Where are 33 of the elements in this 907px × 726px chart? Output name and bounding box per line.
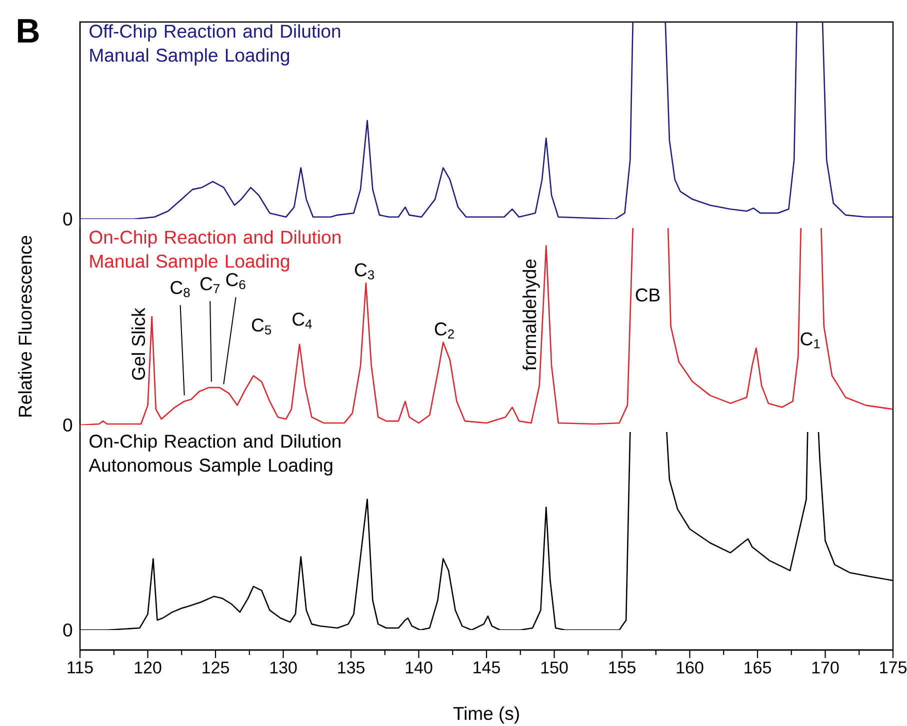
x-axis-title: Time (s) <box>453 706 519 724</box>
text: 0 <box>63 212 72 226</box>
series-label: On-Chip Reaction and Dilution Autonomous Sample Loading <box>88 434 340 476</box>
x-tick-label: 125 <box>202 662 229 674</box>
x-tick-label: 175 <box>880 662 906 674</box>
annotation: C$_{1}$ <box>800 332 820 348</box>
x-tick-label: 165 <box>744 662 771 674</box>
annotation: CB <box>636 288 660 302</box>
text: 0 <box>63 418 72 432</box>
annotation: formaldehyde <box>522 259 540 370</box>
annotation: C$_{6}$ <box>226 273 246 290</box>
x-tick-label: 145 <box>474 662 500 674</box>
y-axis-title: Relative Fluorescence <box>18 236 32 416</box>
x-tick-label: 135 <box>338 662 364 674</box>
x-tick-label: 140 <box>406 662 432 674</box>
text: 0 <box>63 623 72 637</box>
annotation: C$_{5}$ <box>252 318 272 334</box>
x-tick-label: 160 <box>676 662 704 674</box>
x-tick-label: 130 <box>270 662 297 674</box>
annotation: C$_{8}$ <box>170 280 190 298</box>
x-tick-label: 155 <box>609 662 636 674</box>
annotation: C$_{2}$ <box>434 322 454 338</box>
x-tick-label: 170 <box>812 662 839 674</box>
x-tick-label: 115 <box>68 662 93 674</box>
text: Off-Chip Reaction and Dilution Manual Sample Loading <box>90 24 340 66</box>
annotation: C$_{3}$ <box>354 263 374 280</box>
series-label: On-Chip Reaction and Dilution Manual Sample Loading <box>90 230 340 272</box>
annotation: C$_{7}$ <box>200 277 220 294</box>
annotation: C$_{4}$ <box>292 312 312 329</box>
annotation: Gel Slick <box>131 308 146 380</box>
x-tick-label: 120 <box>134 662 162 674</box>
chart-title: B <box>18 19 39 43</box>
x-tick-label: 150 <box>541 662 568 674</box>
